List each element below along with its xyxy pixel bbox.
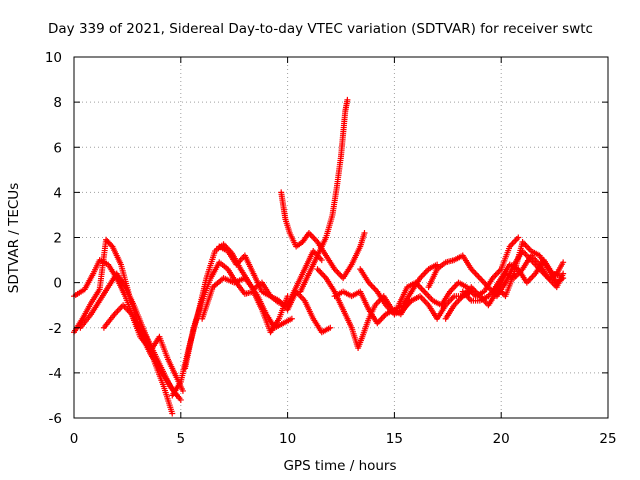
y-tick-label: -4 — [49, 366, 62, 382]
series-track-6 — [182, 259, 291, 372]
y-tick-label: 0 — [53, 276, 62, 292]
series-track-18 — [489, 257, 565, 295]
x-axis-label: GPS time / hours — [283, 458, 396, 474]
series-track-9 — [278, 189, 368, 282]
y-tick-label: 4 — [53, 185, 62, 201]
data-points — [71, 96, 567, 417]
data-point-marker — [169, 410, 176, 417]
series-track-4 — [100, 302, 186, 394]
y-axis-label: SDTVAR / TECUs — [6, 183, 22, 293]
y-tick-label: -6 — [49, 411, 62, 427]
series-track-10 — [297, 96, 351, 295]
chart-title: Day 339 of 2021, Sidereal Day-to-day VTE… — [48, 21, 593, 37]
data-point-marker — [177, 396, 184, 403]
series-track-3 — [77, 270, 176, 417]
y-tick-label: 2 — [53, 231, 62, 247]
data-point-marker — [327, 324, 334, 331]
series-track-17 — [459, 239, 567, 304]
series-track-8 — [216, 243, 325, 309]
y-tick-label: -2 — [49, 321, 62, 337]
data-point-marker — [515, 234, 522, 241]
y-tick-label: 6 — [53, 140, 62, 156]
series-track-13 — [357, 266, 475, 322]
data-point-marker — [344, 96, 351, 103]
data-point-marker — [558, 272, 565, 279]
x-tick-label: 25 — [599, 431, 616, 447]
data-point-marker — [318, 257, 325, 264]
data-point-marker — [108, 242, 115, 249]
x-tick-label: 15 — [386, 431, 403, 447]
x-tick-label: 10 — [279, 431, 296, 447]
data-point-marker — [560, 259, 567, 266]
data-point-marker — [179, 387, 186, 394]
x-tick-label: 5 — [177, 431, 186, 447]
x-tick-label: 0 — [70, 431, 79, 447]
data-point-marker — [288, 315, 295, 322]
y-tick-label: 10 — [45, 50, 62, 66]
data-point-marker — [361, 229, 368, 236]
y-tick-label: 8 — [53, 95, 62, 111]
x-tick-label: 20 — [493, 431, 510, 447]
axis-ticks: 0 5 10 15 20 25 -6 -4 -2 0 2 4 6 8 10 — [45, 50, 617, 447]
